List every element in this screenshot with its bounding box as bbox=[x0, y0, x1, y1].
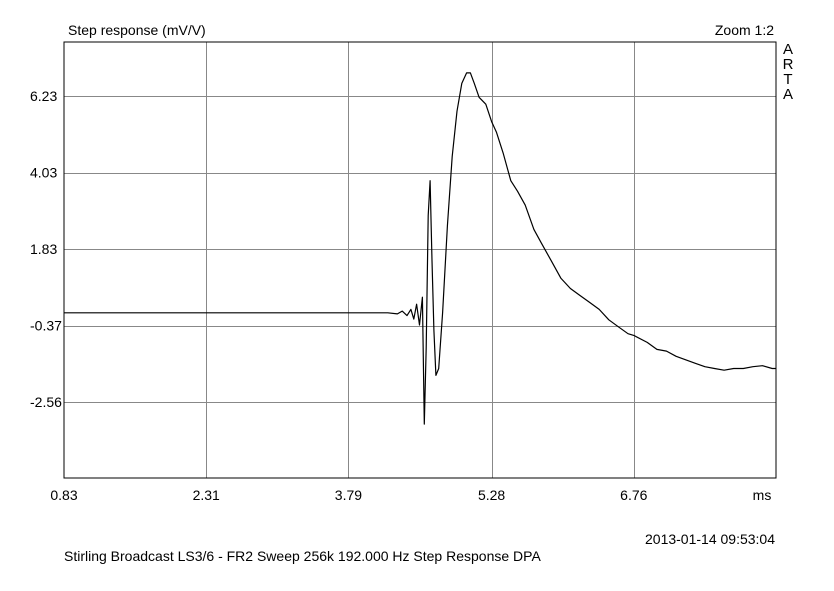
zoom-label: Zoom 1:2 bbox=[714, 22, 774, 38]
y-tick-label: -2.56 bbox=[30, 394, 62, 410]
y-tick-label: 1.83 bbox=[30, 241, 57, 257]
watermark-letter: R bbox=[782, 56, 794, 73]
watermark-letter: A bbox=[782, 86, 793, 103]
series-trace-group bbox=[64, 72, 776, 425]
y-tick-label: -0.37 bbox=[30, 318, 62, 334]
x-unit-label: ms bbox=[753, 487, 772, 503]
watermark-letter: A bbox=[782, 41, 793, 58]
watermark-letter: T bbox=[783, 71, 793, 88]
x-tick-label: 6.76 bbox=[620, 487, 647, 503]
x-tick-labels: 0.83 2.31 3.79 5.28 6.76 ms bbox=[50, 487, 771, 503]
chart-title: Step response (mV/V) bbox=[68, 22, 206, 38]
y-tick-label: 6.23 bbox=[30, 88, 57, 104]
x-tick-label: 0.83 bbox=[50, 487, 77, 503]
plot-frame bbox=[63, 41, 777, 479]
y-tick-label: 4.03 bbox=[30, 165, 57, 181]
x-tick-label: 2.31 bbox=[193, 487, 220, 503]
arta-watermark: A R T A bbox=[781, 42, 795, 102]
grid-lines bbox=[64, 42, 776, 478]
x-tick-label: 5.28 bbox=[478, 487, 505, 503]
series-line bbox=[64, 72, 776, 425]
timestamp: 2013-01-14 09:53:04 bbox=[645, 531, 775, 547]
y-tick-labels: 6.23 4.03 1.83 -0.37 -2.56 bbox=[30, 88, 62, 410]
measurement-caption: Stirling Broadcast LS3/6 - FR2 Sweep 256… bbox=[64, 548, 541, 564]
x-tick-label: 3.79 bbox=[335, 487, 362, 503]
